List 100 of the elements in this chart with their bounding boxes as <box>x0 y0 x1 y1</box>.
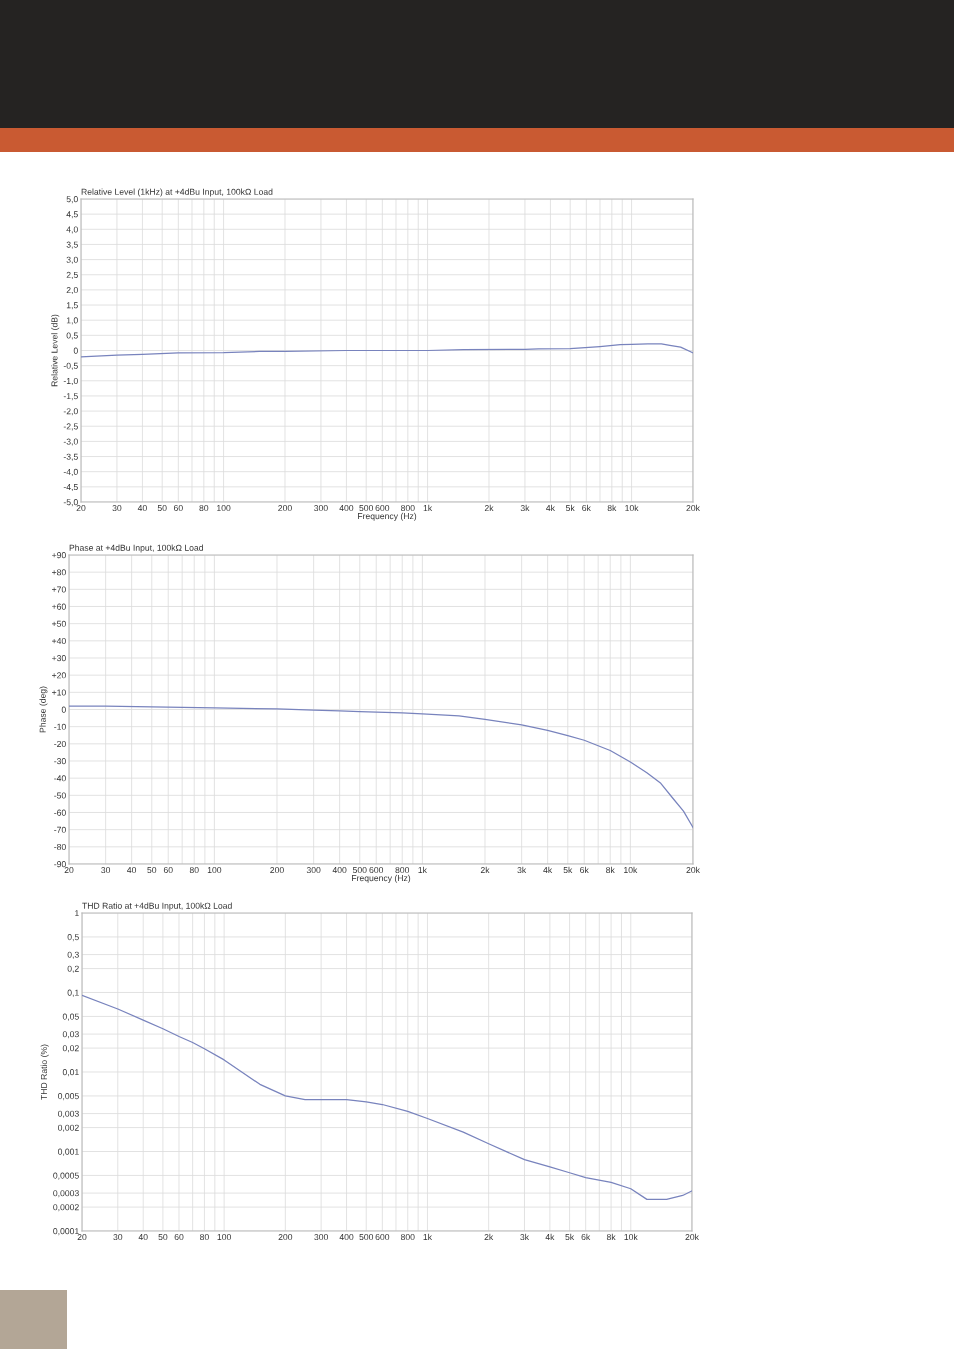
x-tick-label: 20k <box>685 1233 699 1241</box>
x-tick-label: 50 <box>157 505 167 512</box>
y-tick-label: 0,003 <box>58 1110 79 1118</box>
x-tick-label: 400 <box>339 1234 354 1241</box>
x-tick-label: 4k <box>545 1233 555 1241</box>
y-tick-label: 5,0 <box>66 196 78 204</box>
chart-title: Relative Level (1kHz) at +4dBu Input, 100kΩ Load <box>81 188 273 197</box>
x-tick-label: 30 <box>101 867 111 874</box>
y-tick-label: 1,0 <box>66 317 78 325</box>
x-tick-label: 20 <box>77 1234 87 1241</box>
y-tick-label: 0,05 <box>62 1013 79 1021</box>
x-tick-label: 100 <box>217 1234 231 1241</box>
y-tick-label: +90 <box>52 552 66 559</box>
x-tick-label: 20 <box>64 867 74 874</box>
x-tick-label: 400 <box>332 867 347 874</box>
x-tick-label: 400 <box>339 505 354 512</box>
x-tick-label: 10k <box>624 866 638 874</box>
y-tick-label: 0,002 <box>58 1124 79 1132</box>
x-tick-label: 8k <box>607 504 617 512</box>
chart-title: Phase at +4dBu Input, 100kΩ Load <box>69 544 203 553</box>
x-tick-label: 300 <box>306 867 321 874</box>
x-tick-label: 6k <box>582 504 591 512</box>
y-tick-label: +20 <box>52 672 66 679</box>
y-tick-label: 2,5 <box>66 271 78 279</box>
y-tick-label: -40 <box>54 775 66 782</box>
y-tick-label: -4,0 <box>63 468 78 476</box>
x-tick-label: 4k <box>543 866 553 874</box>
x-tick-label: 600 <box>375 505 390 512</box>
y-tick-label: +70 <box>52 586 66 593</box>
x-axis-title: Frequency (Hz) <box>352 874 411 883</box>
x-tick-label: 10k <box>624 1233 638 1241</box>
x-tick-label: 10k <box>625 504 639 512</box>
y-tick-label: +80 <box>52 569 66 576</box>
chart-title: THD Ratio at +4dBu Input, 100kΩ Load <box>82 902 232 911</box>
x-tick-label: 300 <box>314 505 328 512</box>
y-tick-label: -4,5 <box>63 484 78 492</box>
y-tick-label: +10 <box>52 689 66 696</box>
x-tick-label: 80 <box>200 1234 209 1241</box>
y-tick-label: 0,02 <box>62 1045 79 1053</box>
x-tick-label: 500 <box>352 867 367 874</box>
y-tick-label: +30 <box>52 655 66 662</box>
y-tick-label: -1,5 <box>63 393 78 401</box>
y-tick-label: -5,0 <box>63 499 78 507</box>
y-axis-title: Relative Level (dB) <box>51 314 60 387</box>
x-tick-label: 30 <box>112 505 122 512</box>
x-tick-label: 2k <box>484 504 494 512</box>
y-tick-label: -3,5 <box>63 453 78 461</box>
x-tick-label: 30 <box>113 1234 123 1241</box>
x-tick-label: 500 <box>359 505 374 512</box>
y-tick-label: 0,001 <box>58 1148 79 1156</box>
y-axis-title: Phase (deg) <box>39 686 48 733</box>
y-tick-label: 0,0003 <box>53 1190 79 1198</box>
x-tick-label: 800 <box>401 505 415 512</box>
y-tick-label: +50 <box>52 620 66 627</box>
y-tick-label: -30 <box>54 758 66 765</box>
y-tick-label: 2,0 <box>66 287 78 295</box>
x-tick-label: 300 <box>314 1234 328 1241</box>
x-tick-label: 40 <box>127 867 137 874</box>
y-tick-label: -1,0 <box>63 377 78 386</box>
y-tick-label: 0,005 <box>58 1093 79 1101</box>
x-tick-label: 3k <box>517 866 527 874</box>
x-tick-label: 80 <box>199 505 209 512</box>
x-tick-label: 800 <box>400 1234 415 1241</box>
x-tick-label: 1k <box>418 866 427 874</box>
x-tick-label: 60 <box>174 1234 184 1241</box>
y-tick-label: 4,5 <box>66 211 78 219</box>
y-tick-label: -10 <box>54 723 66 730</box>
y-tick-label: 3,0 <box>66 256 78 264</box>
y-tick-label: 0,0002 <box>53 1204 79 1212</box>
x-tick-label: 20 <box>76 505 86 512</box>
x-tick-label: 40 <box>138 1234 148 1241</box>
x-tick-label: 6k <box>580 866 589 874</box>
x-tick-label: 40 <box>137 505 147 512</box>
y-tick-label: 3,5 <box>66 241 78 249</box>
y-tick-label: -60 <box>54 809 66 816</box>
y-tick-label: 0 <box>61 706 66 713</box>
x-tick-label: 1k <box>423 1233 433 1241</box>
x-tick-label: 2k <box>484 1233 494 1241</box>
x-tick-label: 800 <box>395 867 410 874</box>
x-tick-label: 200 <box>270 867 284 874</box>
x-tick-label: 100 <box>207 867 222 874</box>
y-tick-label: 1 <box>75 910 79 917</box>
y-tick-label: +40 <box>52 637 66 645</box>
x-tick-label: 200 <box>278 505 292 512</box>
y-tick-label: -90 <box>54 861 66 868</box>
x-tick-label: 4k <box>546 504 555 512</box>
y-tick-label: 0,1 <box>67 989 79 997</box>
x-tick-label: 20k <box>686 866 700 874</box>
x-tick-label: 600 <box>375 1234 390 1241</box>
x-tick-label: 5k <box>565 1233 575 1241</box>
y-tick-label: -2,5 <box>63 423 78 431</box>
y-axis-title: THD Ratio (%) <box>40 1044 49 1100</box>
x-tick-label: 3k <box>520 504 530 512</box>
x-tick-label: 2k <box>480 866 490 874</box>
x-tick-label: 50 <box>147 867 157 874</box>
y-tick-label: 0,03 <box>62 1031 79 1039</box>
x-axis-title: Frequency (Hz) <box>358 512 417 521</box>
y-tick-label: 0,01 <box>62 1069 79 1077</box>
y-tick-label: 0 <box>73 347 78 354</box>
x-tick-label: 3k <box>520 1233 530 1241</box>
